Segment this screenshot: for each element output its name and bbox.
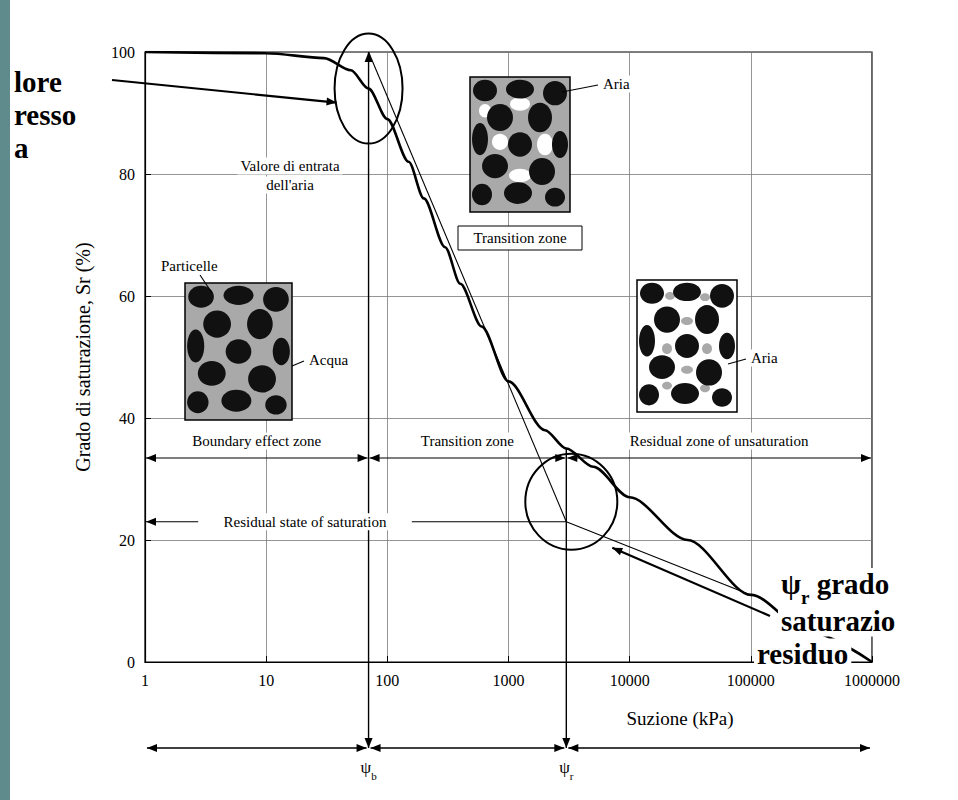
- svg-text:Transition zone: Transition zone: [473, 230, 567, 246]
- svg-text:10: 10: [258, 672, 274, 689]
- svg-text:residuo: residuo: [757, 638, 848, 670]
- svg-text:b: b: [371, 770, 377, 782]
- svg-text:Particelle: Particelle: [161, 258, 218, 274]
- svg-text:r: r: [570, 770, 574, 782]
- svg-text:lore: lore: [14, 66, 62, 98]
- svg-text:Residual state of saturation: Residual state of saturation: [224, 514, 387, 530]
- svg-text:ψ: ψ: [559, 758, 570, 777]
- svg-text:1000000: 1000000: [844, 672, 900, 689]
- svg-text:0: 0: [127, 654, 135, 671]
- svg-text:1: 1: [141, 672, 149, 689]
- svg-text:Aria: Aria: [603, 76, 630, 92]
- svg-text:20: 20: [119, 532, 135, 549]
- svg-text:Grado di saturazione, Sr (%): Grado di saturazione, Sr (%): [72, 242, 95, 471]
- svg-text:Acqua: Acqua: [309, 352, 348, 368]
- svg-text:100: 100: [111, 44, 135, 61]
- svg-text:ψ: ψ: [781, 568, 801, 600]
- svg-text:Valore di entrata: Valore di entrata: [240, 158, 339, 174]
- svg-text:Transition zone: Transition zone: [421, 433, 515, 449]
- svg-text:saturazio: saturazio: [781, 605, 895, 637]
- svg-text:dell'aria: dell'aria: [266, 177, 314, 193]
- svg-text:grado: grado: [809, 568, 889, 600]
- svg-text:resso: resso: [14, 99, 76, 131]
- svg-text:80: 80: [119, 166, 135, 183]
- svg-text:1000: 1000: [493, 672, 525, 689]
- svg-text:ψ: ψ: [360, 758, 371, 777]
- svg-text:Suzione (kPa): Suzione (kPa): [626, 708, 733, 730]
- svg-text:40: 40: [119, 410, 135, 427]
- svg-text:10000: 10000: [610, 672, 650, 689]
- svg-text:100: 100: [375, 672, 399, 689]
- svg-text:60: 60: [119, 288, 135, 305]
- svg-text:Aria: Aria: [751, 350, 778, 366]
- svg-text:Boundary effect zone: Boundary effect zone: [192, 433, 321, 449]
- svg-text:Residual zone of unsaturation: Residual zone of unsaturation: [630, 433, 809, 449]
- svg-text:a: a: [14, 132, 29, 164]
- svg-text:100000: 100000: [727, 672, 775, 689]
